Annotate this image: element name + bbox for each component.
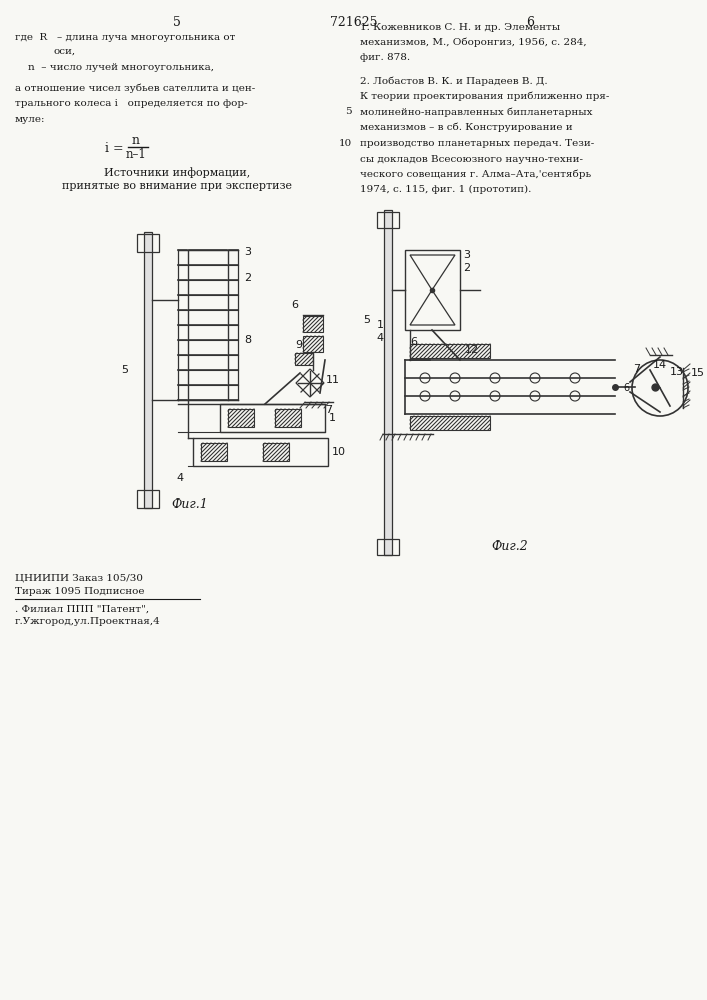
Text: Тираж 1095 Подписное: Тираж 1095 Подписное — [15, 587, 144, 596]
Text: n: n — [132, 133, 140, 146]
Bar — [193, 438, 328, 466]
Bar — [410, 344, 490, 358]
Text: Фиг.1: Фиг.1 — [172, 498, 209, 512]
Text: 2. Лобастов В. К. и Парадеев В. Д.: 2. Лобастов В. К. и Парадеев В. Д. — [360, 76, 548, 86]
Text: производство планетарных передач. Тези-: производство планетарных передач. Тези- — [360, 138, 595, 147]
Text: механизмов, М., Оборонгиз, 1956, с. 284,: механизмов, М., Оборонгиз, 1956, с. 284, — [360, 37, 587, 47]
Text: n–1: n–1 — [126, 148, 146, 161]
Bar — [228, 409, 254, 427]
Text: 12: 12 — [465, 345, 479, 355]
Text: а отношение чисел зубьев сателлита и цен-: а отношение чисел зубьев сателлита и цен… — [15, 83, 255, 93]
Text: 10: 10 — [339, 138, 352, 147]
Text: муле:: муле: — [15, 115, 45, 124]
Text: 5: 5 — [173, 15, 181, 28]
Text: фиг. 878.: фиг. 878. — [360, 52, 410, 62]
Text: 9: 9 — [295, 340, 302, 350]
Text: 1: 1 — [329, 413, 336, 423]
Text: 6: 6 — [410, 337, 417, 347]
Text: 8: 8 — [244, 335, 251, 345]
Text: 1. Кожевников С. Н. и др. Элементы: 1. Кожевников С. Н. и др. Элементы — [360, 22, 560, 31]
Text: ческого совещания г. Алма–Ата,'сентябрь: ческого совещания г. Алма–Ата,'сентябрь — [360, 169, 591, 179]
Bar — [303, 336, 323, 352]
Bar — [405, 250, 460, 330]
Text: 721625: 721625 — [330, 15, 378, 28]
Text: сы докладов Всесоюзного научно-техни-: сы докладов Всесоюзного научно-техни- — [360, 154, 583, 163]
Bar — [220, 404, 325, 432]
Text: где  R   – длина луча многоугольника от: где R – длина луча многоугольника от — [15, 32, 235, 41]
Bar — [410, 416, 490, 430]
Text: 14: 14 — [653, 360, 667, 370]
Text: 5: 5 — [363, 315, 370, 325]
Text: К теории проектирования приближенно пря-: К теории проектирования приближенно пря- — [360, 91, 609, 101]
Bar — [263, 443, 289, 461]
Text: 1: 1 — [377, 320, 384, 330]
Text: Фиг.2: Фиг.2 — [491, 540, 528, 554]
Text: 10: 10 — [332, 447, 346, 457]
Text: 2: 2 — [244, 273, 251, 283]
Bar — [295, 353, 313, 365]
Text: г.Ужгород,ул.Проектная,4: г.Ужгород,ул.Проектная,4 — [15, 617, 160, 626]
Text: оси,: оси, — [53, 46, 75, 55]
Text: n  – число лучей многоугольника,: n – число лучей многоугольника, — [15, 64, 214, 73]
Text: принятые во внимание при экспертизе: принятые во внимание при экспертизе — [62, 181, 292, 191]
Text: Источники информации,: Источники информации, — [104, 168, 250, 178]
Text: 3: 3 — [244, 247, 251, 257]
Text: 6: 6 — [291, 300, 298, 310]
Text: механизмов – в сб. Конструирование и: механизмов – в сб. Конструирование и — [360, 122, 573, 132]
Bar — [275, 409, 301, 427]
Text: 7: 7 — [633, 364, 640, 374]
Text: 11: 11 — [326, 375, 340, 385]
Bar — [137, 234, 159, 252]
Text: 6: 6 — [623, 383, 629, 393]
Text: молинейно-направленных бипланетарных: молинейно-направленных бипланетарных — [360, 107, 592, 117]
Text: 3: 3 — [463, 250, 470, 260]
Bar — [137, 490, 159, 508]
Bar — [384, 210, 392, 555]
Text: 2: 2 — [463, 263, 470, 273]
Text: трального колеса i   определяется по фор-: трального колеса i определяется по фор- — [15, 100, 247, 108]
Text: i =: i = — [105, 141, 124, 154]
Text: 5: 5 — [121, 365, 128, 375]
Bar — [303, 316, 323, 332]
Text: 15: 15 — [691, 368, 705, 378]
Text: 1974, с. 115, фиг. 1 (прототип).: 1974, с. 115, фиг. 1 (прототип). — [360, 184, 532, 194]
Text: 4: 4 — [177, 473, 184, 483]
Bar — [144, 232, 152, 508]
Text: 4: 4 — [377, 333, 384, 343]
Text: 6: 6 — [526, 15, 534, 28]
Text: 5: 5 — [346, 107, 352, 116]
Bar — [377, 212, 399, 228]
Text: 7: 7 — [325, 405, 332, 415]
Text: ЦНИИПИ Заказ 105/30: ЦНИИПИ Заказ 105/30 — [15, 574, 143, 582]
Text: 13: 13 — [670, 367, 684, 377]
Bar — [201, 443, 227, 461]
Text: . Филиал ППП "Патент",: . Филиал ППП "Патент", — [15, 604, 149, 613]
Bar — [377, 539, 399, 555]
